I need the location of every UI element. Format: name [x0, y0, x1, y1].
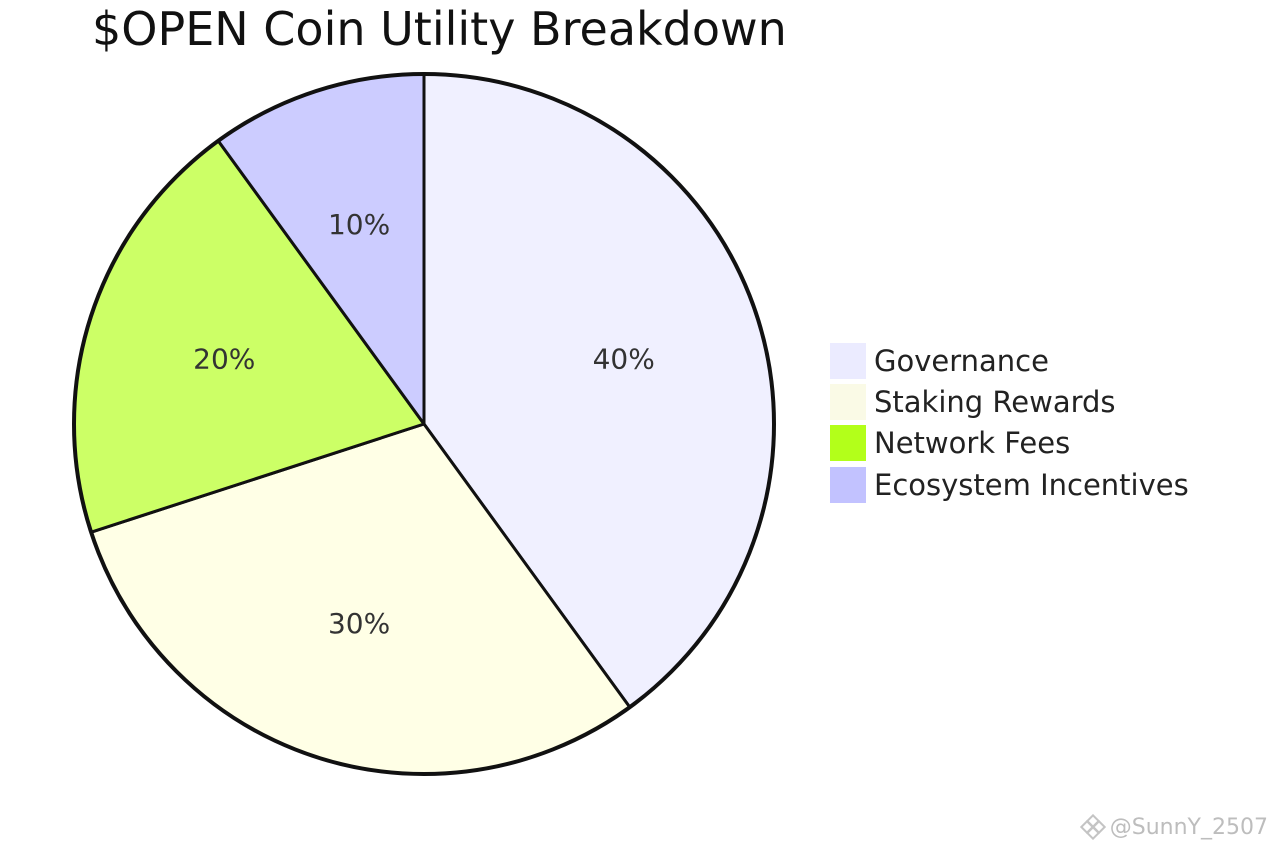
legend-item: Ecosystem Incentives — [830, 464, 1189, 505]
legend-item: Governance — [830, 340, 1189, 381]
legend-swatch — [830, 466, 866, 503]
legend-swatch — [830, 425, 866, 462]
watermark-text: @SunnY_2507 — [1109, 814, 1268, 840]
legend-label: Network Fees — [874, 426, 1071, 461]
legend-label: Ecosystem Incentives — [874, 467, 1189, 502]
chart-legend: Governance Staking Rewards Network Fees Eco… — [830, 340, 1189, 505]
slice-label: 10% — [328, 208, 390, 241]
logo-icon — [1079, 814, 1106, 840]
legend-item: Staking Rewards — [830, 381, 1189, 422]
legend-item: Network Fees — [830, 423, 1189, 464]
chart-title: $OPEN Coin Utility Breakdown — [92, 2, 787, 56]
legend-label: Governance — [874, 343, 1049, 378]
slice-label: 40% — [593, 343, 655, 376]
watermark: @SunnY_2507 — [1079, 814, 1268, 840]
legend-label: Staking Rewards — [874, 384, 1116, 419]
slice-label: 30% — [328, 607, 390, 640]
pie-outline — [72, 72, 776, 776]
legend-swatch — [830, 342, 866, 379]
slice-label: 20% — [193, 343, 255, 376]
legend-swatch — [830, 383, 866, 420]
